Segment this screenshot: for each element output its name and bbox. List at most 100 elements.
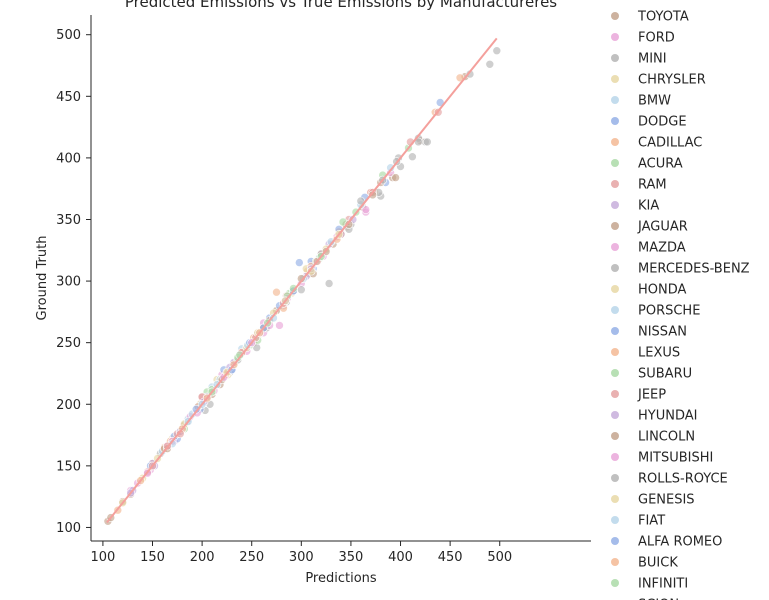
legend-marker bbox=[611, 432, 619, 440]
legend-marker bbox=[611, 327, 619, 335]
x-tick-label: 400 bbox=[388, 550, 413, 565]
reference-line bbox=[106, 37, 498, 524]
legend-item: ROLLS-ROYCE bbox=[611, 472, 728, 487]
legend-item: MAZDA bbox=[611, 241, 686, 256]
legend-label: FORD bbox=[638, 31, 675, 46]
legend-marker bbox=[611, 96, 619, 104]
legend-marker bbox=[611, 369, 619, 377]
legend-label: ALFA ROMEO bbox=[638, 535, 722, 550]
legend-marker bbox=[611, 558, 619, 566]
legend-item: LINCOLN bbox=[611, 430, 695, 445]
legend-item: LEXUS bbox=[611, 346, 680, 361]
y-tick-label: 200 bbox=[56, 398, 81, 413]
x-tick-label: 300 bbox=[289, 550, 314, 565]
legend-item: PORSCHE bbox=[611, 304, 700, 319]
legend-item: TOYOTA bbox=[611, 10, 689, 25]
scatter-point bbox=[275, 321, 284, 330]
legend-label: HONDA bbox=[638, 283, 687, 298]
legend-label: FIAT bbox=[638, 514, 665, 529]
legend-label: KIA bbox=[638, 199, 659, 214]
legend-label: GENESIS bbox=[638, 493, 695, 508]
y-axis-ticks: 100 150 200 250 300 350 400 450 500 bbox=[56, 28, 91, 536]
y-tick-label: 450 bbox=[56, 90, 81, 105]
legend-label: BUICK bbox=[638, 556, 678, 571]
legend-item: RAM bbox=[611, 178, 667, 193]
legend-label: TOYOTA bbox=[637, 10, 689, 25]
y-tick-label: 250 bbox=[56, 336, 81, 351]
legend-label: MITSUBISHI bbox=[638, 451, 713, 466]
y-tick-label: 400 bbox=[56, 151, 81, 166]
legend-item: SCION bbox=[638, 598, 679, 600]
legend-item: HYUNDAI bbox=[611, 409, 697, 424]
legend-label: MAZDA bbox=[638, 241, 686, 256]
y-tick-label: 500 bbox=[56, 28, 81, 43]
scatter-point bbox=[485, 60, 495, 69]
scatter-point bbox=[408, 152, 417, 161]
legend-item: SUBARU bbox=[611, 367, 692, 382]
legend-marker bbox=[611, 138, 619, 146]
legend-marker bbox=[611, 222, 619, 230]
legend-item: FIAT bbox=[611, 514, 665, 529]
legend-label: JAGUAR bbox=[637, 220, 688, 235]
legend-marker bbox=[611, 306, 619, 314]
legend-item: ALFA ROMEO bbox=[611, 535, 722, 550]
x-tick-label: 350 bbox=[339, 550, 364, 565]
legend-item: MERCEDES-BENZ bbox=[611, 262, 750, 277]
x-tick-label: 250 bbox=[239, 550, 264, 565]
scatter-point bbox=[391, 173, 400, 182]
legend-item: KIA bbox=[611, 199, 659, 214]
legend-item: JAGUAR bbox=[611, 220, 688, 235]
legend-item: BUICK bbox=[611, 556, 678, 571]
scatter-point bbox=[191, 404, 201, 414]
scatter-point bbox=[492, 46, 502, 56]
legend-item: NISSAN bbox=[611, 325, 687, 340]
legend-label: PORSCHE bbox=[638, 304, 700, 319]
y-tick-label: 300 bbox=[56, 275, 81, 290]
legend-item: GENESIS bbox=[611, 493, 695, 508]
legend-marker bbox=[611, 159, 619, 167]
legend-label: LEXUS bbox=[638, 346, 680, 361]
legend-label: CADILLAC bbox=[638, 136, 702, 151]
scatter-point bbox=[306, 266, 316, 276]
legend-label: BMW bbox=[638, 94, 671, 109]
legend-marker bbox=[611, 285, 619, 293]
legend-marker bbox=[611, 516, 619, 524]
legend-item: BMW bbox=[611, 94, 671, 109]
y-tick-label: 150 bbox=[56, 459, 81, 474]
legend: TOYOTA FORD MINI CHRYSLER BMW DODGE CADILLAC AC… bbox=[611, 10, 750, 600]
legend-label: JEEP bbox=[637, 388, 666, 403]
legend-marker bbox=[611, 264, 619, 272]
legend-marker bbox=[611, 537, 619, 545]
y-tick-label: 100 bbox=[56, 521, 81, 536]
legend-marker bbox=[611, 201, 619, 209]
x-axis-ticks: 100 150 200 250 300 350 400 450 500 bbox=[90, 541, 512, 565]
scatter-point bbox=[296, 285, 306, 295]
legend-item: MINI bbox=[611, 52, 667, 67]
legend-label: ROLLS-ROYCE bbox=[638, 472, 728, 487]
legend-marker bbox=[611, 180, 619, 188]
legend-label: SUBARU bbox=[638, 367, 692, 382]
scatter-point bbox=[324, 279, 334, 288]
legend-label: MINI bbox=[638, 52, 667, 67]
legend-item: DODGE bbox=[611, 115, 687, 130]
scatter-point bbox=[422, 137, 432, 147]
legend-marker bbox=[611, 243, 619, 251]
legend-marker bbox=[611, 411, 619, 419]
legend-item: ACURA bbox=[611, 157, 683, 172]
legend-label: ACURA bbox=[638, 157, 683, 172]
y-axis-label: Ground Truth bbox=[35, 236, 50, 321]
x-tick-label: 500 bbox=[487, 550, 512, 565]
legend-marker bbox=[611, 495, 619, 503]
legend-label: MERCEDES-BENZ bbox=[638, 262, 750, 277]
x-tick-label: 450 bbox=[438, 550, 463, 565]
legend-marker bbox=[611, 54, 619, 62]
legend-label: INFINITI bbox=[638, 577, 688, 592]
legend-marker bbox=[611, 390, 619, 398]
legend-label: HYUNDAI bbox=[638, 409, 697, 424]
legend-item: FORD bbox=[611, 31, 675, 46]
x-tick-label: 100 bbox=[90, 550, 115, 565]
legend-marker bbox=[611, 75, 619, 83]
legend-marker bbox=[611, 117, 619, 125]
legend-label: DODGE bbox=[638, 115, 687, 130]
